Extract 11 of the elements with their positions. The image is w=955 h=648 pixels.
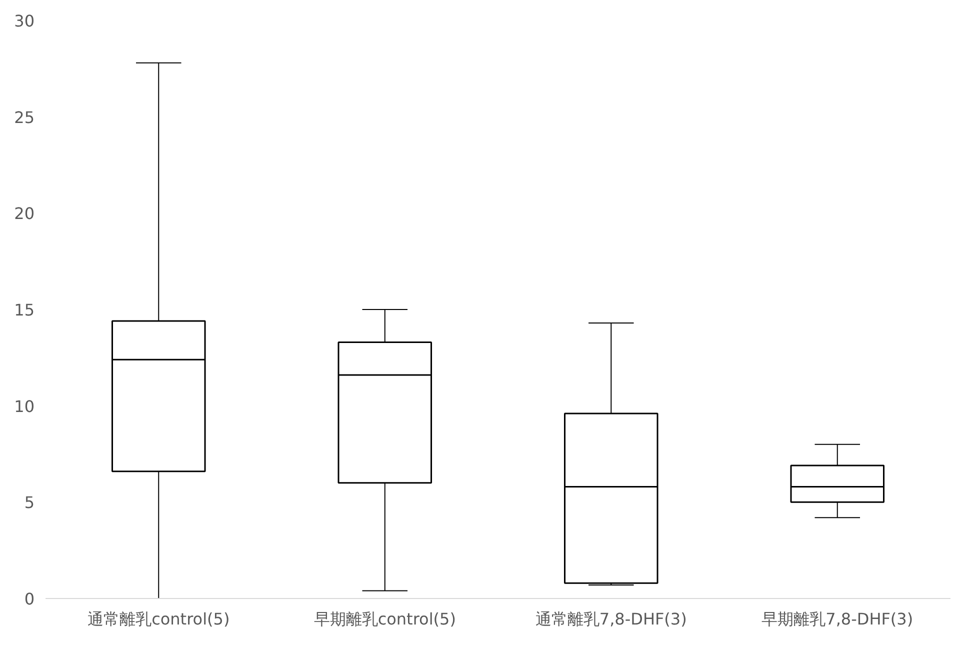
x-tick-label: 早期離乳7,8-DHF(3) <box>762 610 914 628</box>
y-tick-label: 20 <box>14 204 34 224</box>
y-tick-label: 25 <box>14 108 34 127</box>
y-tick-label: 10 <box>14 396 34 416</box>
x-tick-label: 通常離乳control(5) <box>88 610 230 628</box>
y-tick-label: 5 <box>24 493 35 512</box>
y-tick-label: 0 <box>24 590 35 608</box>
y-tick-label: 15 <box>14 300 34 320</box>
y-tick-label: 30 <box>14 12 34 30</box>
x-tick-label: 早期離乳control(5) <box>314 610 456 628</box>
x-tick-label: 通常離乳7,8-DHF(3) <box>535 610 687 628</box>
